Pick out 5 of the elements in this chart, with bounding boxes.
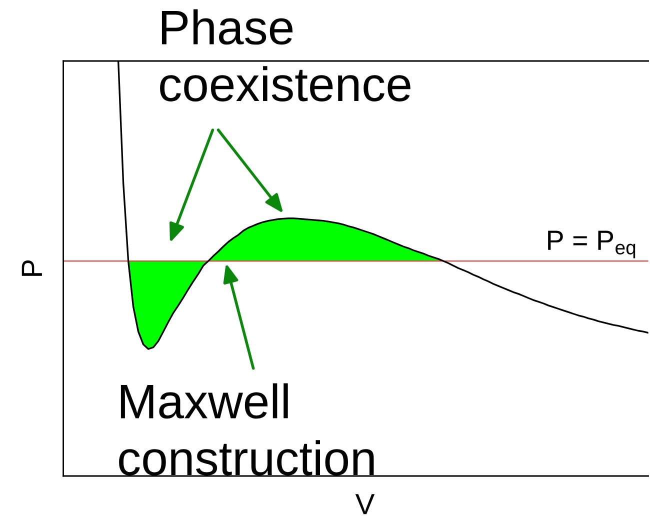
ref-line-label: P = P$_{eq}$	[548, 230, 636, 258]
x-axis-title: V	[355, 494, 375, 514]
annotation: Maxwell construction	[119, 383, 374, 476]
annotation: Phase coexistence	[160, 9, 410, 102]
y-axis-title: P	[22, 260, 42, 276]
